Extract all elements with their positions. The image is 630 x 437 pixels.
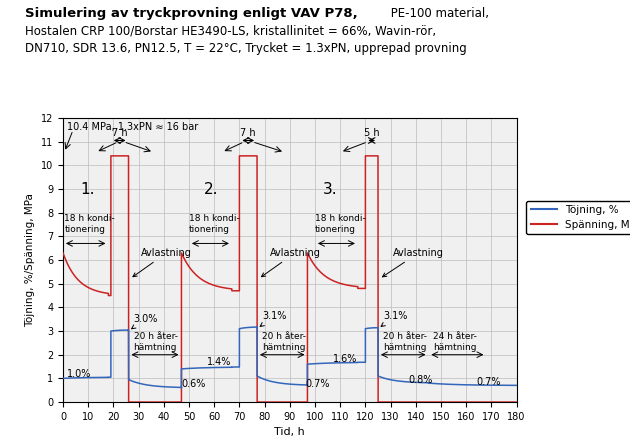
- Text: 0.7%: 0.7%: [305, 379, 329, 389]
- Text: 7 h: 7 h: [112, 128, 127, 138]
- Text: 2.: 2.: [204, 182, 219, 197]
- Text: Hostalen CRP 100/Borstar HE3490-LS, kristallinitet = 66%, Wavin-rör,: Hostalen CRP 100/Borstar HE3490-LS, kris…: [25, 24, 437, 37]
- Text: 0.6%: 0.6%: [181, 379, 206, 389]
- Text: 20 h åter-
hämtning: 20 h åter- hämtning: [383, 332, 427, 352]
- Y-axis label: Töjning, %/Spänning, MPa: Töjning, %/Spänning, MPa: [25, 193, 35, 327]
- Text: 20 h åter-
hämtning: 20 h åter- hämtning: [262, 332, 306, 352]
- Text: 1.6%: 1.6%: [333, 354, 357, 364]
- Text: 18 h kondi-
tionering: 18 h kondi- tionering: [315, 214, 366, 234]
- Text: 3.1%: 3.1%: [260, 311, 287, 326]
- Text: Avlastning: Avlastning: [261, 248, 321, 277]
- Text: 20 h åter-
hämtning: 20 h åter- hämtning: [134, 332, 178, 352]
- Text: 10.4 MPa, 1.3xPN ≈ 16 bar: 10.4 MPa, 1.3xPN ≈ 16 bar: [67, 122, 198, 132]
- Text: 3.: 3.: [323, 182, 337, 197]
- Text: Simulering av tryckprovning enligt VAV P78,: Simulering av tryckprovning enligt VAV P…: [25, 7, 358, 20]
- Text: 18 h kondi-
tionering: 18 h kondi- tionering: [64, 214, 115, 234]
- Text: 1.4%: 1.4%: [207, 357, 231, 368]
- Text: 1.0%: 1.0%: [67, 369, 91, 379]
- Text: PE-100 material,: PE-100 material,: [387, 7, 490, 20]
- Text: 3.1%: 3.1%: [381, 311, 408, 326]
- Text: Avlastning: Avlastning: [382, 248, 444, 277]
- Text: 5 h: 5 h: [364, 128, 379, 138]
- Text: 1.: 1.: [81, 182, 95, 197]
- Text: 0.7%: 0.7%: [476, 377, 501, 387]
- Text: 0.8%: 0.8%: [408, 375, 433, 385]
- Text: Avlastning: Avlastning: [133, 248, 192, 277]
- Text: 24 h åter-
hämtning: 24 h åter- hämtning: [433, 332, 478, 352]
- X-axis label: Tid, h: Tid, h: [275, 427, 305, 437]
- Text: 18 h kondi-
tionering: 18 h kondi- tionering: [189, 214, 240, 234]
- Text: 3.0%: 3.0%: [132, 314, 158, 329]
- Text: 7 h: 7 h: [241, 128, 256, 138]
- Legend: Töjning, %, Spänning, MPa: Töjning, %, Spänning, MPa: [526, 201, 630, 234]
- Text: DN710, SDR 13.6, PN12.5, T = 22°C, Trycket = 1.3xPN, upprepad provning: DN710, SDR 13.6, PN12.5, T = 22°C, Tryck…: [25, 42, 467, 55]
